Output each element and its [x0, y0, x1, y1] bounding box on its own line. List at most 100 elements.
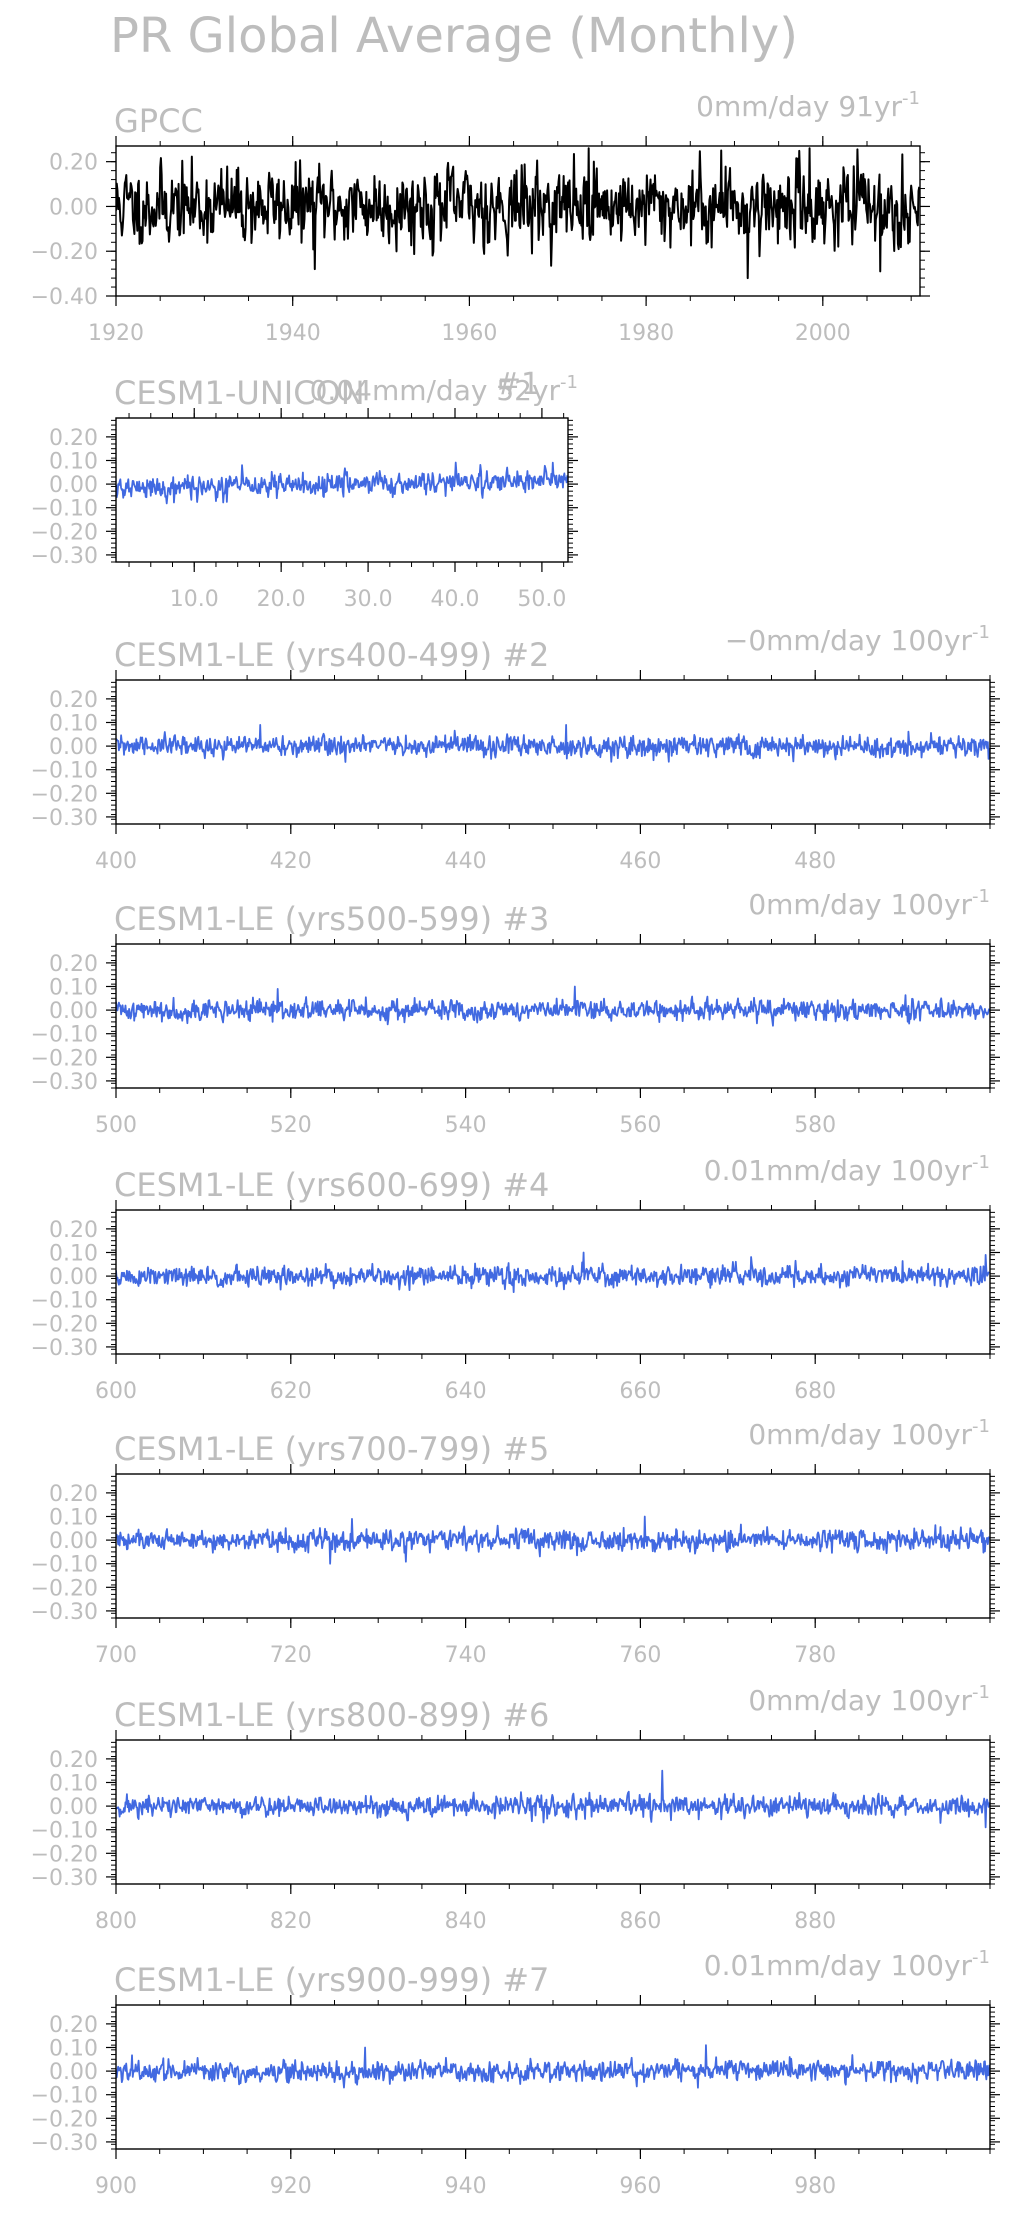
- panel-title: CESM1-LE (yrs800-899) #6: [114, 1696, 549, 1734]
- x-tick-label: 440: [445, 849, 487, 874]
- chart-panel-5: 0.200.100.00−0.10−0.20−0.30 600 620 640 660 6…: [31, 1152, 1000, 1404]
- trend-label: 0mm/day 100yr-1: [748, 1682, 990, 1717]
- series-line: [116, 147, 920, 280]
- y-tick-label: −0.10: [31, 2084, 98, 2109]
- y-tick-label: 0.00: [49, 1795, 98, 1820]
- x-tick-label: 40.0: [431, 587, 480, 612]
- plot-frame: [115, 417, 569, 563]
- series-line: [116, 985, 990, 1027]
- y-tick-label: 0.20: [49, 1218, 98, 1243]
- y-tick-label: −0.40: [31, 285, 98, 310]
- x-tick-label: 520: [270, 1113, 312, 1138]
- y-tick-label: −0.30: [31, 806, 98, 831]
- figure-title: PR Global Average (Monthly): [110, 8, 798, 64]
- x-tick-label: 600: [95, 1379, 137, 1404]
- y-tick-label: −0.30: [31, 1600, 98, 1625]
- x-tick-label: 880: [794, 1909, 836, 1934]
- y-tick-label: −0.20: [31, 782, 98, 807]
- y-tick-label: 0.00: [49, 2060, 98, 2085]
- y-tick-label: 0.20: [49, 952, 98, 977]
- y-tick-label: −0.20: [31, 1576, 98, 1601]
- x-tick-label: 400: [95, 849, 137, 874]
- chart-panel-6: 0.200.100.00−0.10−0.20−0.30 700 720 740 760 7…: [31, 1416, 1000, 1668]
- x-tick-label: 10.0: [170, 587, 219, 612]
- y-tick-label: 0.10: [49, 2036, 98, 2061]
- y-tick-label: 0.00: [49, 735, 98, 760]
- y-tick-label: −0.20: [31, 1842, 98, 1867]
- series-line: [116, 1251, 990, 1294]
- y-tick-label: 0.20: [49, 1748, 98, 1773]
- x-tick-label: 960: [619, 2174, 661, 2199]
- chart-panel-8: 0.200.100.00−0.10−0.20−0.30 900 920 940 960 9…: [31, 1947, 1000, 2199]
- y-tick-label: −0.20: [31, 2107, 98, 2132]
- y-tick-label: 0.00: [49, 1265, 98, 1290]
- y-tick-label: 0.20: [49, 426, 98, 451]
- y-tick-label: −0.10: [31, 759, 98, 784]
- x-tick-label: 1960: [441, 321, 497, 346]
- x-tick-label: 660: [619, 1379, 661, 1404]
- panel-title: CESM1-LE (yrs400-499) #2: [114, 636, 549, 674]
- x-tick-label: 860: [619, 1909, 661, 1934]
- x-tick-label: 30.0: [344, 587, 393, 612]
- trend-label: 0.01mm/day 100yr-1: [704, 1152, 990, 1187]
- run-label: #1: [496, 367, 540, 402]
- chart-panel-1: 0.20 0.00 −0.20 −0.40 1920 1940 1960 1980 2000 GP…: [31, 88, 930, 346]
- y-tick-label: 0.10: [49, 1771, 98, 1796]
- x-tick-label: 2000: [795, 321, 851, 346]
- y-tick-label: 0.20: [49, 1482, 98, 1507]
- x-tick-label: 900: [95, 2174, 137, 2199]
- trend-label: 0.04mm/day 52yr-1: [310, 372, 578, 407]
- x-tick-label: 580: [794, 1113, 836, 1138]
- y-tick-label: −0.20: [31, 1046, 98, 1071]
- trend-label: 0mm/day 91yr-1: [696, 88, 920, 123]
- x-tick-label: 20.0: [257, 587, 306, 612]
- y-tick-label: 0.10: [49, 711, 98, 736]
- x-tick-label: 420: [270, 849, 312, 874]
- x-tick-label: 1980: [618, 321, 674, 346]
- x-tick-label: 50.0: [517, 587, 566, 612]
- x-tick-label: 760: [619, 1643, 661, 1668]
- chart-panel-7: 0.200.100.00−0.10−0.20−0.30 800 820 840 860 8…: [31, 1682, 1000, 1934]
- series-line: [116, 723, 990, 763]
- y-tick-label: −0.10: [31, 1023, 98, 1048]
- x-tick-label: 500: [95, 1113, 137, 1138]
- x-tick-label: 1920: [88, 321, 144, 346]
- x-tick-label: 540: [445, 1113, 487, 1138]
- chart-panel-3: 0.200.100.00−0.10−0.20−0.30 400 420 440 460 4…: [31, 622, 1000, 874]
- chart-panel-2: 0.200.100.00−0.10−0.20−0.30 10.0 20.0 30.0 4…: [31, 367, 578, 612]
- x-tick-label: 460: [619, 849, 661, 874]
- y-tick-label: 0.10: [49, 975, 98, 1000]
- panels: 0.20 0.00 −0.20 −0.40 1920 1940 1960 1980 2000 GP…: [31, 88, 1000, 2199]
- y-tick-label: −0.20: [31, 240, 98, 265]
- y-tick-label: 0.10: [49, 1505, 98, 1530]
- plot-frame: [115, 145, 921, 297]
- y-tick-label: −0.10: [31, 1553, 98, 1578]
- y-tick-label: −0.30: [31, 1336, 98, 1361]
- panel-title: CESM1-LE (yrs500-599) #3: [114, 900, 549, 938]
- x-tick-label: 940: [445, 2174, 487, 2199]
- y-tick-label: 0.00: [49, 999, 98, 1024]
- x-tick-label: 840: [445, 1909, 487, 1934]
- x-tick-label: 1940: [265, 321, 321, 346]
- x-tick-label: 680: [794, 1379, 836, 1404]
- y-tick-label: 0.10: [49, 449, 98, 474]
- y-tick-label: 0.10: [49, 1241, 98, 1266]
- x-tick-label: 920: [270, 2174, 312, 2199]
- y-tick-label: −0.20: [31, 1312, 98, 1337]
- x-tick-label: 780: [794, 1643, 836, 1668]
- trend-label: −0mm/day 100yr-1: [725, 622, 990, 657]
- y-tick-label: −0.20: [31, 520, 98, 545]
- y-tick-label: −0.10: [31, 497, 98, 522]
- x-tick-label: 620: [270, 1379, 312, 1404]
- y-tick-label: −0.30: [31, 544, 98, 569]
- y-tick-label: −0.30: [31, 1866, 98, 1891]
- panel-title: CESM1-LE (yrs600-699) #4: [114, 1166, 549, 1204]
- series-line: [116, 461, 568, 505]
- y-tick-label: 0.20: [49, 151, 98, 176]
- panel-title: CESM1-LE (yrs700-799) #5: [114, 1430, 549, 1468]
- y-tick-label: −0.30: [31, 2131, 98, 2156]
- y-tick-label: 0.00: [49, 195, 98, 220]
- x-tick-label: 980: [794, 2174, 836, 2199]
- panel-title: CESM1-LE (yrs900-999) #7: [114, 1961, 549, 1999]
- series-line: [116, 2044, 990, 2089]
